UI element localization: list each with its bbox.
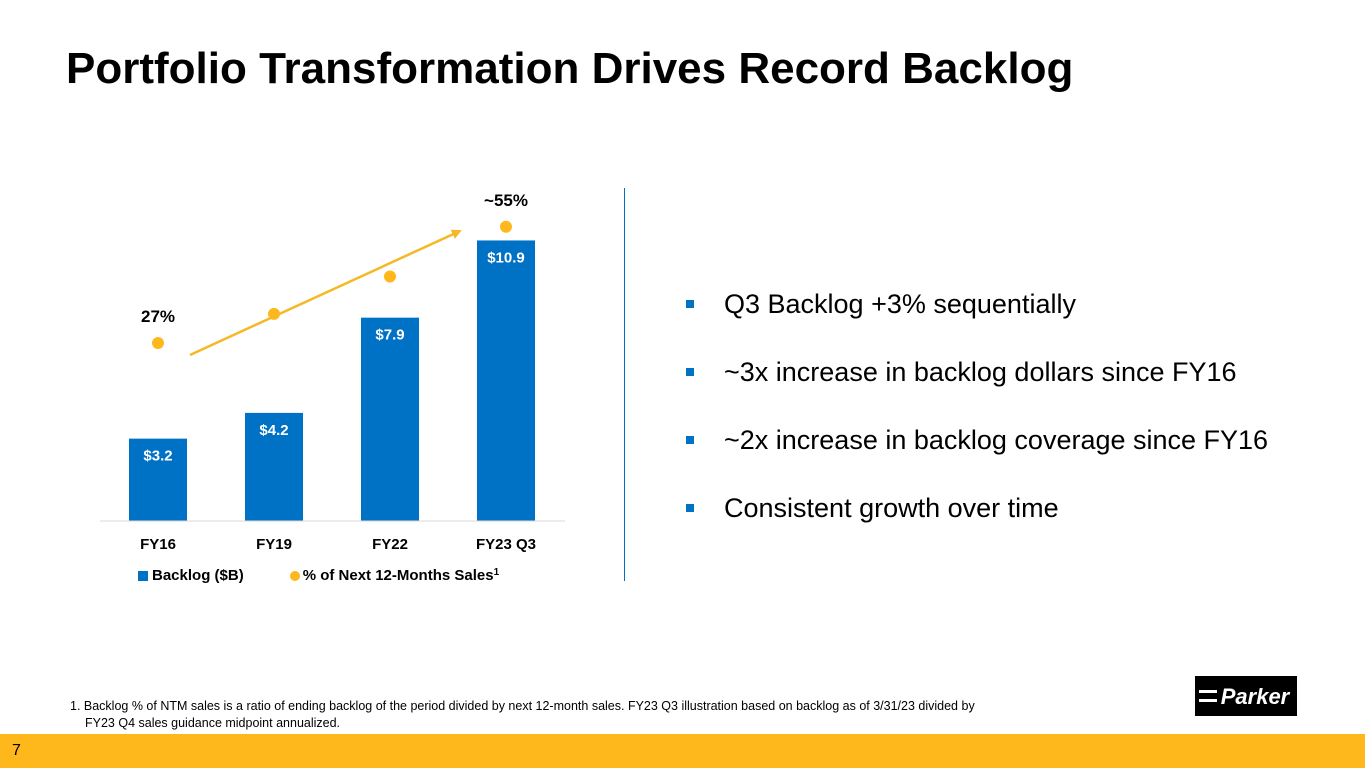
parker-logo: Parker xyxy=(1195,676,1297,716)
bullet-item: Consistent growth over time xyxy=(686,474,1268,542)
slide-title: Portfolio Transformation Drives Record B… xyxy=(66,44,1074,93)
legend-bar-swatch xyxy=(138,570,148,581)
bullet-square-icon xyxy=(686,504,694,512)
x-tick-label: FY16 xyxy=(140,536,176,553)
bullet-list: Q3 Backlog +3% sequentially ~3x increase… xyxy=(686,270,1268,542)
page-number: 7 xyxy=(12,742,21,759)
pct-dot-fy19 xyxy=(268,307,280,320)
bar-value-label: $3.2 xyxy=(143,448,172,465)
bullet-item: ~3x increase in backlog dollars since FY… xyxy=(686,338,1268,406)
pct-label-last: ~55% xyxy=(484,191,528,210)
bottom-bar: 7 xyxy=(0,734,1365,768)
bullet-square-icon xyxy=(686,436,694,444)
footnote-line-1: 1. Backlog % of NTM sales is a ratio of … xyxy=(70,699,975,713)
bullet-square-icon xyxy=(686,300,694,308)
bullet-text: Q3 Backlog +3% sequentially xyxy=(724,288,1076,319)
pct-label-first: 27% xyxy=(141,307,175,326)
bullet-square-icon xyxy=(686,368,694,376)
pct-dot-fy16 xyxy=(152,336,164,349)
bullet-text: ~2x increase in backlog coverage since F… xyxy=(724,424,1269,455)
x-tick-label: FY22 xyxy=(372,536,408,553)
trend-arrow xyxy=(189,229,462,357)
pct-dot-fy23-q3 xyxy=(500,220,512,233)
bar-value-label: $7.9 xyxy=(375,327,404,344)
bar-fy19 xyxy=(245,412,303,521)
footnote-line-2: FY23 Q4 sales guidance midpoint annualiz… xyxy=(85,716,341,730)
bar-value-label: $10.9 xyxy=(487,249,525,266)
legend-bar-label: Backlog ($B) xyxy=(152,567,244,584)
bullet-text: ~3x increase in backlog dollars since FY… xyxy=(724,356,1237,387)
bullet-item: ~2x increase in backlog coverage since F… xyxy=(686,406,1268,474)
pct-dot-fy22 xyxy=(384,270,396,283)
legend-dot-label: % of Next 12-Months Sales xyxy=(302,567,494,584)
vertical-divider xyxy=(624,188,625,581)
chart-legend: Backlog ($B) % of Next 12-Months Sales 1 xyxy=(138,567,499,584)
footnote: 1. Backlog % of NTM sales is a ratio of … xyxy=(70,698,1110,732)
legend-footnote-marker: 1 xyxy=(493,567,500,578)
bar-fy16 xyxy=(129,438,187,521)
bullet-item: Q3 Backlog +3% sequentially xyxy=(686,270,1268,338)
bar-fy23-q3 xyxy=(477,240,535,521)
logo-wordmark: Parker xyxy=(1221,684,1291,709)
bar-value-label: $4.2 xyxy=(259,422,288,439)
x-tick-label: FY19 xyxy=(256,536,292,553)
bar-fy22 xyxy=(361,317,419,521)
bullet-text: Consistent growth over time xyxy=(724,492,1059,523)
legend-dot-swatch xyxy=(289,570,300,581)
x-tick-label: FY23 Q3 xyxy=(476,536,536,553)
